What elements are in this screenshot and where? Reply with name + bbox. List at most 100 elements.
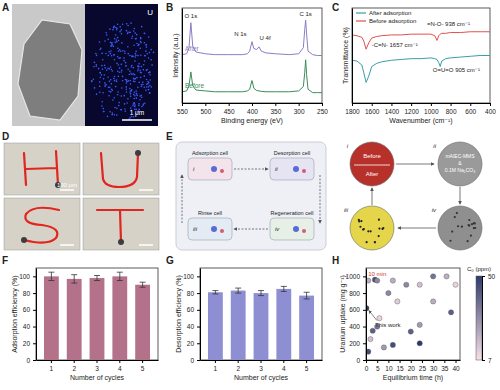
tick: 20 [23, 340, 36, 347]
bar [231, 291, 246, 360]
tick-mark [33, 276, 36, 277]
tick-label: 80 [23, 290, 31, 297]
dot [151, 86, 153, 88]
scale-bar [60, 244, 74, 246]
point [417, 322, 422, 327]
dot [137, 65, 139, 67]
tick: 3 [95, 360, 99, 372]
annotation-arrow [369, 311, 377, 321]
dot [124, 53, 126, 55]
tick-mark [215, 360, 216, 363]
annotation: 10 min [368, 271, 386, 277]
dot [93, 66, 95, 68]
tick-mark [197, 276, 200, 277]
point [444, 274, 449, 279]
tick: 400 [349, 323, 366, 330]
axis-title: Intensity (a.u.) [172, 33, 180, 77]
dot [106, 34, 108, 36]
dot [111, 55, 113, 57]
point [417, 341, 422, 346]
micrograph [4, 198, 80, 250]
tick-mark [363, 293, 366, 294]
dish [350, 142, 394, 186]
tick-label: 500 [200, 108, 211, 115]
dot [149, 71, 151, 73]
dot [114, 59, 116, 61]
dot [123, 60, 125, 62]
tick: 1 [214, 360, 218, 372]
tick-mark [372, 103, 373, 106]
dot [129, 88, 131, 90]
dot [106, 69, 108, 71]
particle [18, 20, 82, 120]
dot [116, 29, 118, 31]
panel: 100 μmD [2, 131, 159, 250]
micrograph [83, 143, 159, 195]
dot [138, 44, 140, 46]
cell-label: Desorption cell [274, 150, 310, 156]
dot [144, 33, 146, 35]
dot [121, 33, 123, 35]
tick: 450 [224, 103, 235, 115]
dot [113, 97, 115, 99]
dot [133, 45, 135, 47]
dot [103, 78, 105, 80]
dot [110, 79, 112, 81]
flow-arrow [372, 188, 373, 205]
dot [127, 33, 129, 35]
dot [96, 64, 98, 66]
dot [115, 39, 117, 41]
dot [130, 93, 132, 95]
dot [99, 41, 101, 43]
dot [118, 64, 120, 66]
particle-dot [471, 223, 473, 225]
particle-dot [370, 230, 372, 232]
flow-arrow [320, 175, 321, 223]
dot [112, 29, 114, 31]
solution-label: 0.1M Na₂CO₃ [445, 167, 475, 173]
colorbar [476, 276, 482, 360]
dot [103, 111, 105, 113]
dot [144, 42, 146, 44]
panel: F12345020406080100Number of cyclesAdsorp… [2, 255, 159, 382]
dot [104, 74, 106, 76]
tick: 4 [282, 360, 286, 372]
tick-label: 10 [385, 365, 393, 372]
cell-label: Adsorption cell [192, 150, 228, 156]
annotation: This work [375, 322, 402, 328]
panel-label: E [166, 131, 173, 142]
dot [135, 90, 137, 92]
dot [99, 91, 101, 93]
dot [148, 72, 150, 74]
tick-mark [482, 360, 485, 361]
dot [151, 64, 153, 66]
tick-mark [377, 360, 378, 363]
dot [133, 103, 135, 105]
dot [126, 23, 128, 25]
dot [103, 111, 105, 113]
panel: H051015202530354002004006008001000Equili… [332, 255, 496, 382]
panel-label: H [332, 255, 339, 266]
axis-title: Number of cycles [70, 374, 125, 382]
dot [126, 30, 128, 32]
tick-mark [306, 360, 307, 363]
dot [141, 96, 143, 98]
dot [120, 64, 122, 66]
point [453, 282, 458, 287]
tick-label: 400 [349, 323, 360, 330]
dot [104, 40, 106, 42]
dot [105, 32, 107, 34]
panel: G12345020406080100Number of cyclesDesorp… [166, 255, 323, 382]
dot [117, 70, 119, 72]
dot [125, 62, 127, 64]
dot [125, 65, 127, 67]
particle-dot [362, 228, 364, 230]
point [431, 274, 436, 279]
tick-label: 1400 [385, 108, 400, 115]
dot [104, 67, 106, 69]
tick: 1000 [424, 103, 439, 115]
tick-label: 40 [23, 323, 31, 330]
dot [115, 34, 117, 36]
tick: 7 [482, 357, 492, 364]
tick-mark [275, 103, 276, 106]
